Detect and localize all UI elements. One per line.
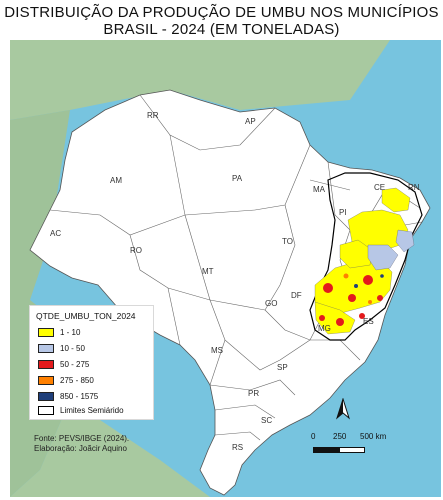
legend-label: 850 - 1575 — [60, 392, 99, 401]
cluster-yellow-ne — [381, 187, 411, 213]
legend-swatch — [38, 360, 54, 369]
state-label: RR — [147, 111, 159, 120]
cluster-orange — [343, 273, 349, 279]
state-label: RN — [408, 183, 420, 192]
state-label: MS — [211, 346, 223, 355]
cluster-red — [377, 295, 383, 301]
state-label: RO — [130, 246, 142, 255]
north-arrow-icon — [336, 398, 350, 420]
legend-swatch — [38, 406, 54, 415]
state-label: AM — [110, 176, 122, 185]
state-label: ES — [363, 317, 374, 326]
legend-swatch — [38, 344, 54, 353]
legend-item: 10 - 50 — [38, 343, 85, 354]
cluster-yellow-center — [339, 239, 373, 269]
scale-tick-0: 0 — [311, 432, 316, 441]
state-label: MG — [318, 324, 331, 333]
state-label: PI — [339, 208, 347, 217]
state-label: MA — [313, 185, 326, 194]
legend-label: 275 - 850 — [60, 376, 94, 385]
cluster-navy — [354, 284, 358, 288]
cluster-red — [363, 275, 373, 285]
cluster-navy — [380, 274, 384, 278]
scale-tick-250: 250 — [333, 432, 347, 441]
legend: QTDE_UMBU_TON_2024 1 - 10 10 - 50 50 - 2… — [29, 305, 154, 420]
state-labels: RR AP AM PA MA CE RN PI AC RO TO MT DF G… — [50, 111, 420, 452]
legend-item: Limites Semiárido — [38, 405, 124, 416]
legend-item: 850 - 1575 — [38, 391, 98, 402]
source-line: Fonte: PEVS/IBGE (2024). — [34, 434, 130, 443]
semiarid-boundary — [309, 172, 423, 341]
legend-swatch — [38, 392, 54, 401]
cluster-red — [348, 294, 356, 302]
state-label: CE — [374, 183, 385, 192]
state-label: PR — [248, 389, 259, 398]
legend-swatch — [38, 328, 54, 337]
source-credit: Fonte: PEVS/IBGE (2024). Elaboração: Joã… — [34, 434, 129, 454]
map-frame: RR AP AM PA MA CE RN PI AC RO TO MT DF G… — [10, 40, 441, 497]
state-label: SP — [277, 363, 288, 372]
legend-label: 1 - 10 — [60, 328, 81, 337]
cluster-orange — [368, 300, 372, 304]
brazil-outline — [29, 89, 431, 496]
map-title-line1: DISTRIBUIÇÃO DA PRODUÇÃO DE UMBU NOS MUN… — [4, 4, 439, 21]
south-america-basemap — [10, 40, 390, 120]
state-label: PA — [232, 174, 243, 183]
state-label: MT — [202, 267, 214, 276]
map-title-line2: BRASIL - 2024 (EM TONELADAS) — [103, 21, 340, 38]
cluster-red — [336, 318, 344, 326]
legend-item: 50 - 275 — [38, 359, 89, 370]
cluster-blue — [367, 244, 399, 271]
state-label: RS — [232, 443, 243, 452]
cluster-red — [319, 315, 325, 321]
state-label: DF — [291, 291, 302, 300]
legend-label: 10 - 50 — [60, 344, 85, 353]
south-america-basemap-south — [10, 400, 210, 497]
scale-segment-light — [339, 447, 365, 453]
cluster-red — [323, 283, 333, 293]
cluster-red — [359, 313, 365, 319]
legend-title: QTDE_UMBU_TON_2024 — [36, 311, 136, 321]
cluster-blue-east — [395, 229, 415, 253]
state-label: TO — [282, 237, 293, 246]
production-clusters — [314, 187, 415, 335]
state-label: GO — [265, 299, 277, 308]
legend-label: 50 - 275 — [60, 360, 90, 369]
scale-segment-dark — [313, 447, 339, 453]
legend-swatch — [38, 376, 54, 385]
scale-tick-500: 500 km — [360, 432, 387, 441]
legend-item: 275 - 850 — [38, 375, 94, 386]
state-label: SC — [261, 416, 272, 425]
author-line: Elaboração: Joãcir Aquino — [34, 444, 127, 453]
state-label: AP — [245, 117, 256, 126]
state-label: AC — [50, 229, 61, 238]
cluster-yellow-south — [314, 301, 356, 335]
legend-item: 1 - 10 — [38, 327, 80, 338]
brazil-map: RR AP AM PA MA CE RN PI AC RO TO MT DF G… — [10, 40, 431, 497]
legend-label: Limites Semiárido — [60, 406, 124, 415]
scale-bar: 0 250 500 km — [310, 432, 410, 458]
